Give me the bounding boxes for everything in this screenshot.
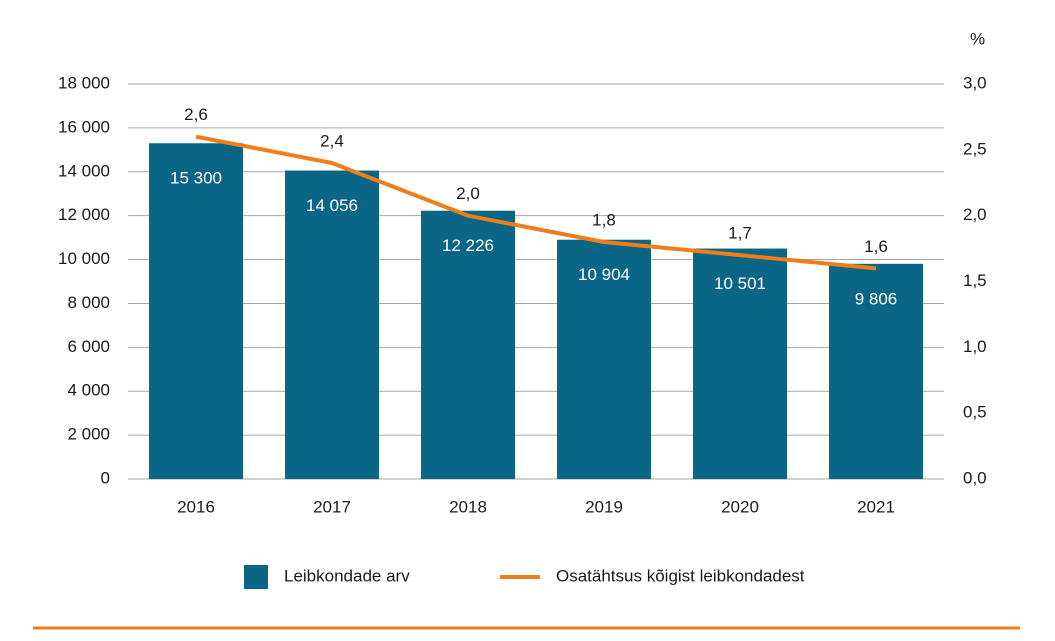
x-tick-label: 2021 [857,497,895,516]
x-tick-label: 2019 [585,497,623,516]
y-tick-label: 10 000 [58,249,110,268]
line-value-label: 2,0 [456,184,480,203]
line-value-label: 2,6 [184,105,208,124]
bar-value-label: 14 056 [306,196,358,215]
bar-value-label: 12 226 [442,236,494,255]
y-tick-label: 12 000 [58,205,110,224]
y2-tick-label: 0,0 [963,468,987,487]
x-tick-label: 2020 [721,497,759,516]
line-value-label: 1,6 [864,237,888,256]
bar-value-label: 9 806 [855,289,898,308]
bar-value-label: 10 501 [714,274,766,293]
y2-tick-label: 1,0 [963,337,987,356]
legend-swatch [244,565,268,589]
bar-value-label: 15 300 [170,169,222,188]
y-tick-label: 14 000 [58,161,110,180]
bar [693,248,787,479]
y2-tick-label: 1,5 [963,271,987,290]
x-tick-label: 2016 [177,497,215,516]
legend-label: Leibkondade arv [284,566,410,585]
bar [149,143,243,479]
line-value-label: 1,8 [592,210,616,229]
y-tick-label: 8 000 [67,293,110,312]
x-tick-label: 2018 [449,497,487,516]
y-tick-label: 4 000 [67,381,110,400]
y-tick-label: 0 [101,468,110,487]
y2-axis-label: % [970,29,985,48]
line-value-label: 2,4 [320,131,344,150]
y2-tick-label: 2,5 [963,139,987,158]
bar [285,170,379,479]
bar [421,210,515,480]
line [195,134,877,271]
y2-tick-label: 0,5 [963,403,987,422]
x-tick-label: 2017 [313,497,351,516]
bar [557,239,651,479]
y2-tick-label: 3,0 [963,73,987,92]
y-tick-label: 6 000 [67,337,110,356]
y2-tick-label: 2,0 [963,205,987,224]
y-tick-label: 2 000 [67,425,110,444]
bar [829,263,923,479]
y-tick-label: 16 000 [58,117,110,136]
bar-value-label: 10 904 [578,265,630,284]
line-value-label: 1,7 [728,224,752,243]
y-tick-label: 18 000 [58,73,110,92]
legend-label: Osatähtsus kõigist leibkondadest [556,566,805,585]
